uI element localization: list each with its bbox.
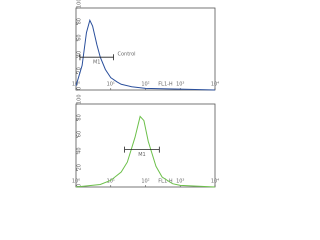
histogram-line — [75, 115, 216, 188]
y-tick-label: 100 — [77, 94, 83, 104]
y-tick-label: 60 — [77, 34, 83, 40]
plot-frame — [75, 7, 216, 91]
x-axis-label: FL1-H — [158, 179, 173, 185]
x-tick-label: 10¹ — [107, 179, 115, 185]
y-tick-label: 20 — [77, 67, 83, 73]
legend-label: Control — [118, 52, 136, 58]
gate-label: M1 — [138, 152, 146, 158]
x-tick-label: 10² — [141, 82, 149, 88]
y-tick-label: 40 — [77, 147, 83, 153]
histogram-line — [75, 18, 216, 91]
y-tick-label: 40 — [77, 51, 83, 57]
x-tick-label: 10⁴ — [211, 179, 219, 185]
x-tick-label: 10³ — [176, 179, 184, 185]
y-tick-label: 0 — [77, 184, 83, 187]
x-tick-label: 10² — [141, 179, 149, 185]
y-tick-label: 100 — [77, 0, 83, 8]
chart: 10⁰ 10¹ 10² 10³ 10⁴ 0 20 40 60 80 100 FL1-H Control M… — [72, 0, 219, 188]
y-tick-label: 60 — [77, 131, 83, 137]
x-tick-label: 10⁰ — [72, 179, 80, 185]
x-tick-label: 10⁴ — [211, 82, 219, 88]
y-tick-label: 80 — [77, 18, 83, 24]
plot-frame — [75, 103, 216, 188]
x-axis-label: FL1-H — [158, 82, 173, 88]
gate-label: M1 — [93, 60, 101, 66]
y-tick-label: 80 — [77, 114, 83, 120]
y-tick-label: 0 — [77, 87, 83, 90]
y-tick-label: 20 — [77, 164, 83, 170]
x-tick-label: 10³ — [176, 82, 184, 88]
x-tick-label: 10¹ — [107, 82, 115, 88]
